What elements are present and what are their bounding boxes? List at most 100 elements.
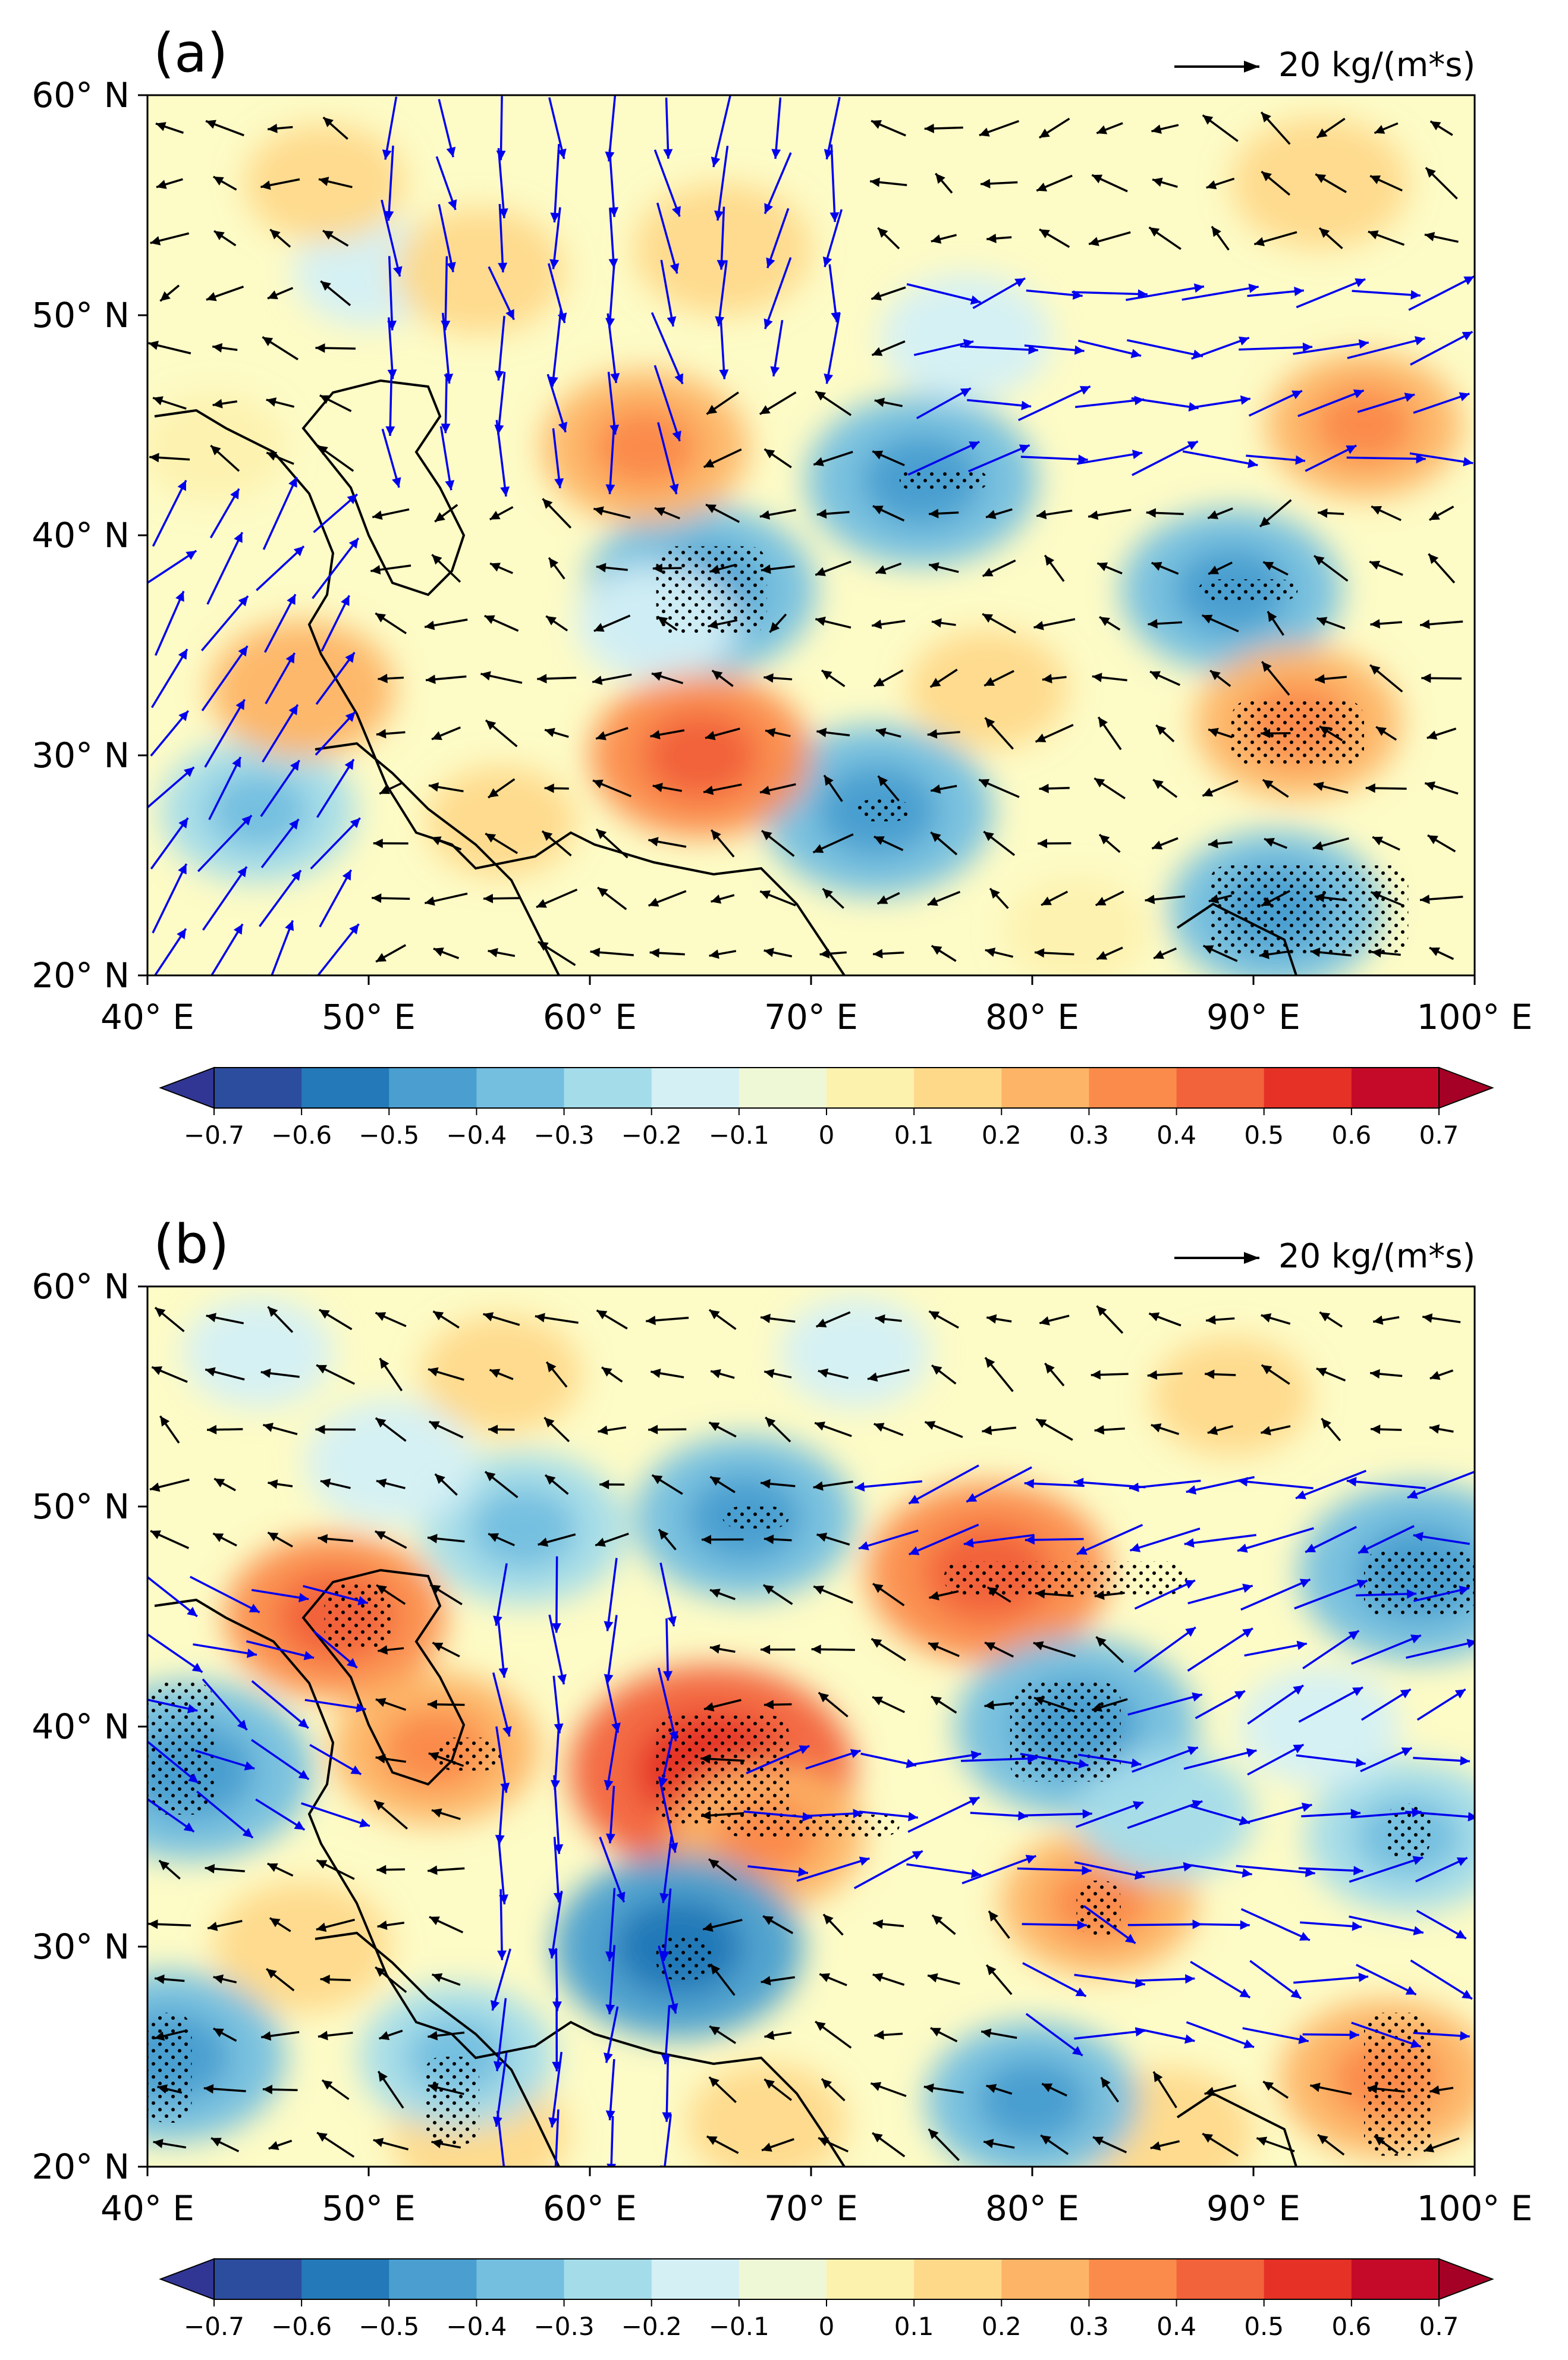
vector-arrowhead — [269, 1918, 281, 1928]
vector-arrowhead — [1242, 1868, 1252, 1878]
vector-arrowhead — [966, 1493, 978, 1502]
significant-flux-vector — [251, 1738, 310, 1781]
vector-arrowhead — [595, 1537, 606, 1547]
vector-arrowhead — [1147, 1370, 1158, 1380]
vector-arrowhead — [378, 673, 388, 683]
significant-flux-vector — [1242, 2027, 1309, 2042]
significant-flux-vector — [1074, 2029, 1146, 2040]
vector-arrowhead — [719, 369, 729, 379]
vector-arrowhead — [1355, 1758, 1366, 1768]
significant-flux-vector — [1301, 1812, 1361, 1818]
vector-arrowhead — [1261, 112, 1271, 123]
vector-arrowhead — [986, 1314, 997, 1324]
vector-arrowhead — [853, 1809, 863, 1819]
significant-flux-vector — [1190, 1805, 1250, 1824]
significant-flux-vector — [555, 1948, 559, 2011]
anomaly-blob — [183, 1297, 333, 1408]
bay-coast-b — [1176, 2092, 1297, 2167]
vector-arrowhead — [554, 1844, 564, 1854]
vector-arrowhead — [872, 619, 882, 629]
significant-flux-vector — [972, 277, 1026, 309]
vector-arrowhead — [444, 374, 454, 384]
vector-arrowhead — [1088, 510, 1099, 520]
vector-arrowhead — [1349, 2030, 1359, 2040]
significant-flux-vector — [717, 145, 729, 221]
vector-arrowhead — [549, 557, 559, 569]
vector-arrowhead — [206, 1313, 216, 1323]
vector-arrowhead — [378, 2071, 388, 2082]
significant-flux-vector — [262, 704, 299, 763]
vector-arrowhead — [359, 1818, 370, 1828]
vector-arrowhead — [1156, 725, 1167, 735]
significant-flux-vector — [599, 1837, 626, 1903]
vector-arrowhead — [1262, 780, 1274, 789]
vector-arrowhead — [871, 291, 882, 301]
vector-arrowhead — [1096, 1305, 1107, 1316]
vector-arrowhead — [1463, 457, 1473, 467]
anomaly-core — [469, 1488, 577, 1569]
significant-flux-vector — [1075, 1801, 1144, 1828]
significant-flux-vector — [553, 1837, 560, 1903]
vector-arrowhead — [372, 510, 383, 520]
vector-arrowhead — [659, 1893, 670, 1903]
vector-arrowhead — [497, 1950, 507, 1960]
vector-arrowhead — [1025, 1535, 1035, 1545]
colorbar-bin — [1176, 2259, 1265, 2299]
vector-arrowhead — [551, 1780, 561, 1790]
vector-arrowhead — [870, 177, 880, 187]
vector-arrowhead — [1248, 459, 1258, 469]
significant-flux-vector — [712, 95, 732, 168]
vector-arrowhead — [1149, 227, 1160, 237]
vector-arrowhead — [763, 947, 774, 958]
vector-arrowhead — [1202, 614, 1213, 624]
significant-flux-vector — [1186, 2021, 1255, 2048]
colorbar-tick-label: 0.2 — [982, 2312, 1022, 2341]
significant-flux-vector — [803, 1812, 863, 1818]
vector-arrowhead — [872, 1696, 884, 1706]
significant-flux-vector — [189, 1576, 260, 1614]
significant-flux-vector — [1187, 1584, 1253, 1605]
vector-arrowhead — [260, 1368, 271, 1378]
vector-arrowhead — [1150, 671, 1161, 680]
significant-flux-vector — [552, 1675, 561, 1734]
vector-arrowhead — [1371, 1424, 1381, 1435]
vector-arrowhead — [1319, 726, 1330, 736]
vector-arrowhead — [1315, 674, 1325, 684]
vector-arrowhead — [912, 1851, 923, 1860]
vector-arrowhead — [816, 509, 827, 519]
significant-flux-vector — [1077, 1753, 1142, 1766]
vector-arrowhead — [1428, 835, 1438, 845]
vector-arrowhead — [1429, 511, 1440, 520]
significance-stippling — [1364, 1551, 1475, 1617]
vector-arrowhead — [298, 1593, 309, 1603]
vector-arrowhead — [500, 486, 510, 497]
significant-flux-vector — [1239, 1803, 1312, 1826]
vector-arrowhead — [320, 1478, 331, 1488]
vector-arrowhead — [432, 731, 442, 740]
vector-arrowhead — [1358, 339, 1369, 349]
significant-flux-vector — [193, 1643, 257, 1656]
vector-arrowhead — [498, 262, 508, 272]
vector-arrowhead — [1039, 229, 1050, 238]
significant-flux-vector — [444, 373, 448, 434]
vector-arrowhead — [859, 1541, 869, 1551]
anomaly-blob — [305, 1399, 476, 1526]
vector-arrowhead — [1202, 115, 1214, 125]
vector-arrowhead — [1299, 1578, 1311, 1588]
vector-arrowhead — [648, 897, 659, 907]
vector-arrowhead — [268, 123, 278, 133]
gulf-coast-a — [315, 742, 560, 975]
significant-flux-vector — [265, 652, 296, 705]
vector-arrowhead — [178, 649, 187, 660]
vector-arrowhead — [288, 477, 297, 488]
vector-arrowhead — [873, 949, 883, 959]
significant-flux-vector — [717, 260, 728, 327]
vector-arrowhead — [435, 1474, 445, 1485]
significant-flux-vector — [488, 266, 515, 321]
significant-flux-vector — [1083, 1905, 1136, 1944]
significant-flux-vector — [1346, 1479, 1426, 1490]
vector-arrowhead — [1414, 336, 1425, 346]
significant-flux-vector — [492, 1672, 511, 1737]
vector-arrowhead — [813, 457, 824, 466]
vector-arrowhead — [1350, 1809, 1361, 1819]
